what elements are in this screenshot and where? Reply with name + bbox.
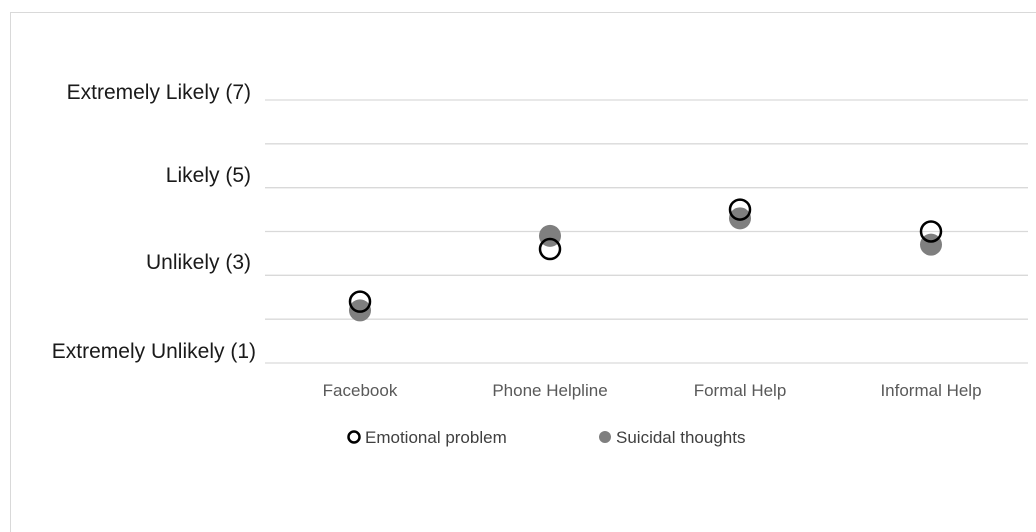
point-emotional-problem-facebook	[348, 290, 372, 313]
legend-label-emotional-problem: Emotional problem	[365, 428, 507, 447]
point-emotional-problem-formal-help	[728, 198, 752, 221]
data-points	[348, 198, 943, 322]
legend-marker-suicidal-thoughts	[599, 431, 611, 443]
legend-marker-emotional-problem	[347, 430, 361, 444]
x-tick-label-phone-helpline: Phone Helpline	[492, 381, 607, 400]
y-tick-label-1: Extremely Likely (7)	[67, 81, 251, 104]
x-tick-label-facebook: Facebook	[323, 381, 398, 400]
legend: Emotional problem Suicidal thoughts	[347, 428, 745, 447]
gridlines	[265, 99, 1028, 364]
y-tick-label-3: Unlikely (3)	[146, 251, 251, 274]
x-axis-tick-labels: Facebook Phone Helpline Formal Help Info…	[323, 381, 982, 400]
chart: Extremely Likely (7) Likely (5) Unlikely…	[52, 81, 1028, 447]
y-tick-label-2: Likely (5)	[166, 164, 251, 187]
chart-frame	[10, 12, 1036, 532]
point-emotional-problem-informal-help	[919, 220, 943, 243]
y-axis-tick-labels: Extremely Likely (7) Likely (5) Unlikely…	[52, 81, 256, 363]
point-emotional-problem-phone-helpline	[538, 237, 562, 261]
x-tick-label-formal-help: Formal Help	[694, 381, 787, 400]
legend-label-suicidal-thoughts: Suicidal thoughts	[616, 428, 745, 447]
x-tick-label-informal-help: Informal Help	[880, 381, 981, 400]
y-tick-label-4: Extremely Unlikely (1)	[52, 340, 256, 363]
